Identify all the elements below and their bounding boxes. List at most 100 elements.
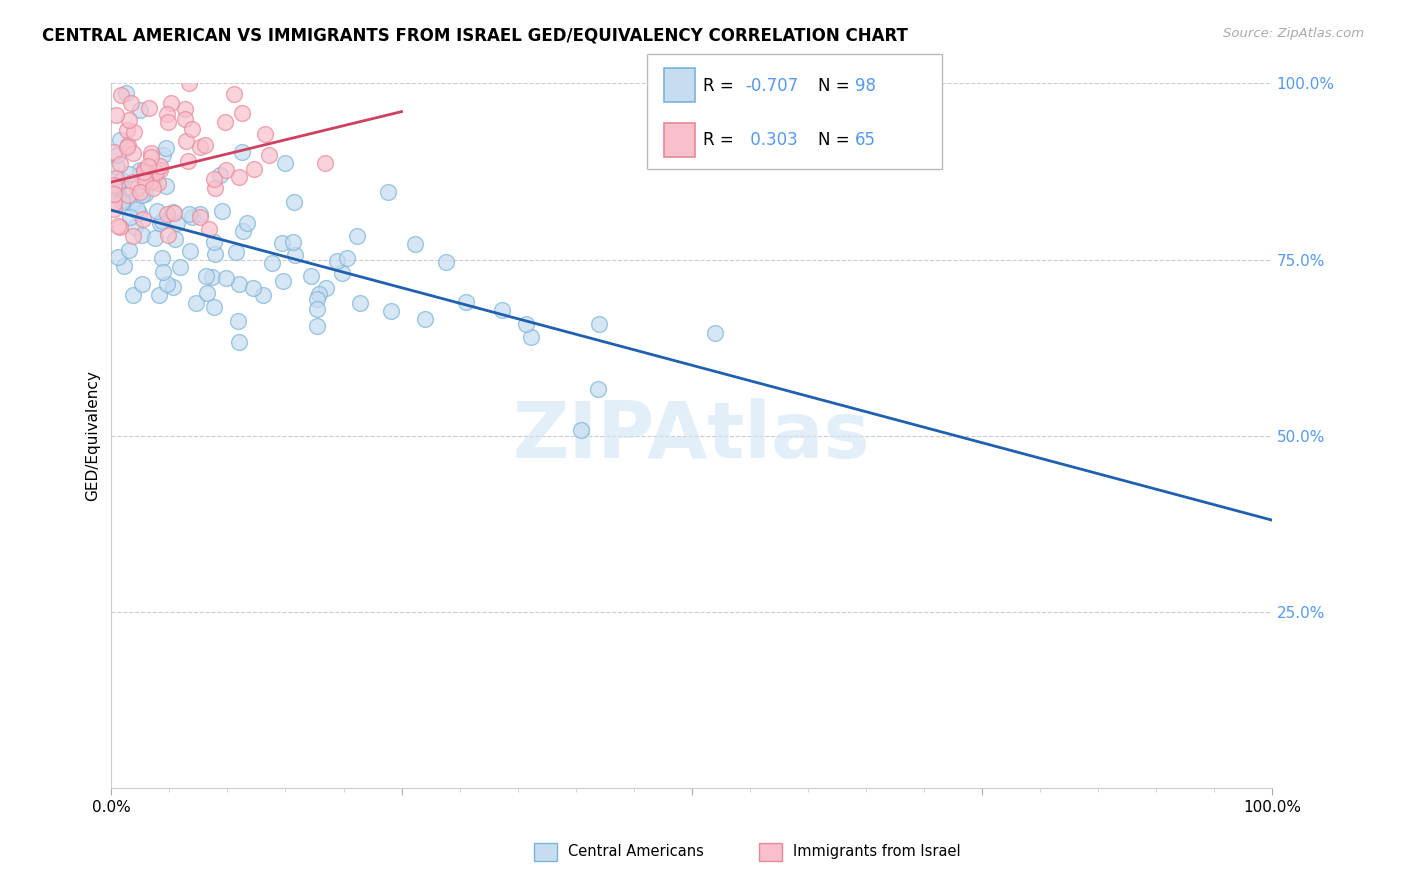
Point	[121, 175, 143, 189]
Point	[127, 180, 149, 194]
Point	[305, 301, 328, 316]
Point	[117, 187, 139, 202]
Point	[132, 212, 155, 227]
Point	[259, 148, 281, 162]
Point	[105, 179, 128, 194]
Point	[136, 159, 159, 173]
Point	[155, 179, 177, 194]
Point	[121, 288, 143, 302]
Point	[380, 303, 402, 318]
Point	[131, 188, 153, 202]
Point	[110, 193, 132, 207]
Point	[132, 162, 155, 177]
Text: 98: 98	[855, 77, 876, 95]
Point	[150, 252, 173, 266]
Point	[104, 171, 127, 186]
Point	[156, 107, 179, 121]
Point	[103, 178, 125, 193]
Point	[222, 87, 245, 101]
Point	[117, 243, 139, 257]
Point	[202, 300, 225, 314]
Point	[211, 203, 233, 218]
Point	[195, 268, 218, 283]
Point	[129, 185, 152, 199]
Point	[134, 174, 156, 188]
Point	[145, 231, 167, 245]
Point	[586, 382, 609, 396]
Point	[283, 235, 305, 249]
Point	[118, 210, 141, 224]
Point	[111, 194, 134, 209]
Text: 0.303: 0.303	[745, 131, 799, 150]
Point	[242, 281, 264, 295]
Point	[162, 205, 184, 219]
Point	[434, 255, 457, 269]
Point	[228, 335, 250, 350]
Point	[704, 326, 727, 340]
Text: N =: N =	[818, 131, 855, 150]
Point	[105, 108, 128, 122]
Text: Source: ZipAtlas.com: Source: ZipAtlas.com	[1223, 27, 1364, 40]
Point	[108, 219, 131, 234]
Point	[228, 169, 250, 184]
Point	[138, 101, 160, 115]
Point	[112, 259, 135, 273]
Point	[515, 318, 537, 332]
Text: Central Americans: Central Americans	[568, 845, 704, 859]
Point	[180, 122, 202, 136]
Point	[160, 95, 183, 110]
Point	[404, 236, 426, 251]
Point	[177, 77, 200, 91]
Point	[103, 186, 125, 201]
Point	[177, 154, 200, 169]
Point	[163, 205, 186, 219]
Point	[120, 96, 142, 111]
Point	[108, 132, 131, 146]
Point	[115, 140, 138, 154]
Point	[569, 423, 592, 437]
Point	[107, 219, 129, 233]
Point	[174, 112, 197, 126]
Point	[201, 269, 224, 284]
Point	[377, 185, 399, 199]
Point	[271, 274, 294, 288]
Text: -0.707: -0.707	[745, 77, 799, 95]
Point	[315, 281, 337, 295]
Point	[118, 112, 141, 127]
Point	[260, 255, 283, 269]
Point	[148, 216, 170, 230]
Point	[111, 194, 134, 208]
Point	[305, 292, 328, 306]
Point	[156, 277, 179, 291]
Text: ZIPAtlas: ZIPAtlas	[513, 398, 870, 474]
Point	[146, 204, 169, 219]
Point	[202, 171, 225, 186]
Text: 65: 65	[855, 131, 876, 150]
Point	[456, 294, 478, 309]
Point	[122, 145, 145, 160]
Point	[413, 311, 436, 326]
Point	[226, 313, 249, 327]
Point	[124, 192, 146, 206]
Point	[103, 202, 125, 216]
Point	[156, 115, 179, 129]
Point	[190, 206, 212, 220]
Point	[215, 163, 238, 178]
Point	[148, 288, 170, 302]
Point	[204, 247, 226, 261]
Point	[131, 277, 153, 291]
Text: Immigrants from Israel: Immigrants from Israel	[793, 845, 960, 859]
Point	[214, 115, 236, 129]
Point	[308, 286, 330, 301]
Point	[232, 224, 254, 238]
Point	[132, 165, 155, 179]
Point	[179, 244, 201, 258]
Point	[148, 162, 170, 177]
Point	[346, 228, 368, 243]
Point	[274, 156, 297, 170]
Point	[107, 250, 129, 264]
Point	[588, 318, 610, 332]
Point	[190, 211, 212, 225]
Point	[110, 157, 132, 171]
Point	[254, 127, 277, 141]
